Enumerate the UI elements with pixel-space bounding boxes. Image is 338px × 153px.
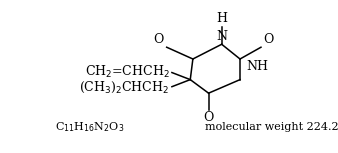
Text: CH$_2$=CHCH$_2$: CH$_2$=CHCH$_2$ — [84, 64, 169, 80]
Text: (CH$_3$)$_2$CHCH$_2$: (CH$_3$)$_2$CHCH$_2$ — [79, 80, 169, 95]
Text: C$_{11}$H$_{16}$N$_2$O$_3$: C$_{11}$H$_{16}$N$_2$O$_3$ — [55, 120, 125, 134]
Text: N: N — [216, 30, 227, 43]
Text: O: O — [264, 33, 274, 46]
Text: molecular weight 224.26: molecular weight 224.26 — [204, 122, 338, 132]
Text: O: O — [203, 111, 214, 124]
Text: NH: NH — [246, 60, 269, 73]
Text: O: O — [154, 33, 164, 46]
Text: H: H — [216, 12, 227, 25]
